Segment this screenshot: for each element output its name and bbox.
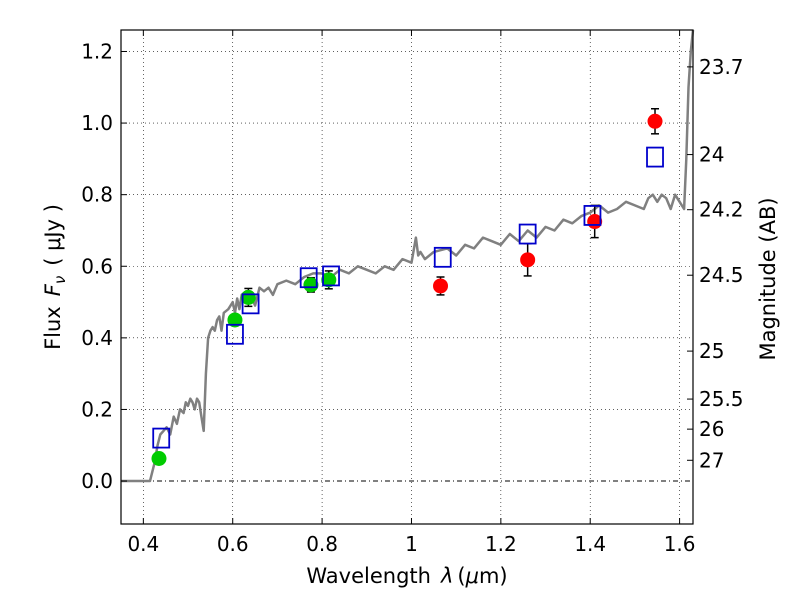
y2-tick-label: 24.5	[699, 263, 744, 287]
data-point-red	[433, 278, 449, 294]
data-point-red	[520, 252, 536, 268]
x-axis-label-unit-rest: m)	[479, 564, 508, 588]
model-photometry-square	[322, 265, 340, 287]
model-photometry-square	[646, 146, 664, 168]
x-tick-label: 1.4	[574, 532, 606, 556]
y-tick-label: 1.2	[81, 39, 113, 63]
y-tick-label: 0.4	[81, 326, 113, 350]
y-axis-label-prefix: Flux	[41, 306, 65, 350]
y2-tick-label: 25.5	[699, 387, 744, 411]
x-axis-label-unit-mu: μ	[465, 564, 479, 588]
axis-ticks: 0.4 0.6 0.8 1 1.2 1.4 1.6 0.0 0.2 0.4 0.6 0.8 1.0 1.2…	[81, 30, 744, 556]
x-tick-label: 0.8	[306, 532, 338, 556]
model-photometry-square	[241, 293, 260, 315]
model-photometry-square	[433, 246, 452, 268]
y-axis-label: Flux Fν ( μJy )	[41, 204, 69, 350]
y-axis-label-var: F	[41, 283, 65, 296]
x-tick-label: 1	[405, 532, 418, 556]
model-photometry-square	[152, 427, 171, 449]
y2-axis-label: Magnitude (AB)	[756, 197, 780, 360]
x-tick-label: 1.2	[485, 532, 517, 556]
model-photometry-square	[518, 223, 537, 245]
x-tick-label: 0.4	[127, 532, 159, 556]
y2-tick-label: 24	[699, 143, 724, 167]
data-point-green	[321, 272, 337, 288]
y-tick-label: 0.0	[81, 469, 113, 493]
y2-tick-label: 24.2	[699, 198, 744, 222]
model-photometry-square	[583, 205, 602, 226]
y-tick-label: 0.6	[81, 254, 113, 278]
y-tick-label: 0.8	[81, 183, 113, 207]
data-point-green	[151, 450, 167, 466]
y2-tick-label: 26	[699, 417, 724, 441]
y-axis-label-sub: ν	[51, 276, 69, 284]
y-tick-label: 1.0	[81, 111, 113, 135]
y-axis-label-unit: ( μJy )	[41, 204, 65, 266]
plot-area	[121, 29, 695, 483]
model-photometry-square	[226, 323, 244, 345]
x-axis-label-var: λ	[440, 564, 453, 588]
grid-lines	[121, 30, 693, 524]
data-point-red	[647, 113, 663, 129]
x-tick-label: 1.6	[664, 532, 696, 556]
model-photometry-square	[299, 267, 318, 289]
data-point-green	[227, 312, 243, 328]
plot-frame	[120, 29, 694, 525]
x-axis-label: Wavelength λ (μm)	[306, 564, 507, 588]
y2-tick-label: 23.7	[699, 55, 744, 79]
x-tick-label: 0.6	[217, 532, 249, 556]
model-spectrum-line	[121, 29, 695, 483]
x-axis-label-prefix: Wavelength	[306, 564, 431, 588]
y2-tick-label: 25	[699, 339, 724, 363]
y-tick-label: 0.2	[81, 397, 113, 421]
y2-tick-label: 27	[699, 448, 724, 472]
data-point-green	[303, 277, 319, 293]
x-axis-label-unit-open: (	[457, 564, 465, 588]
